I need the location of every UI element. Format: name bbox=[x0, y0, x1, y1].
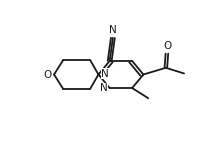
Text: O: O bbox=[43, 69, 51, 80]
Text: N: N bbox=[100, 83, 108, 93]
Text: N: N bbox=[101, 69, 109, 79]
Text: O: O bbox=[164, 41, 172, 51]
Text: N: N bbox=[109, 25, 117, 35]
